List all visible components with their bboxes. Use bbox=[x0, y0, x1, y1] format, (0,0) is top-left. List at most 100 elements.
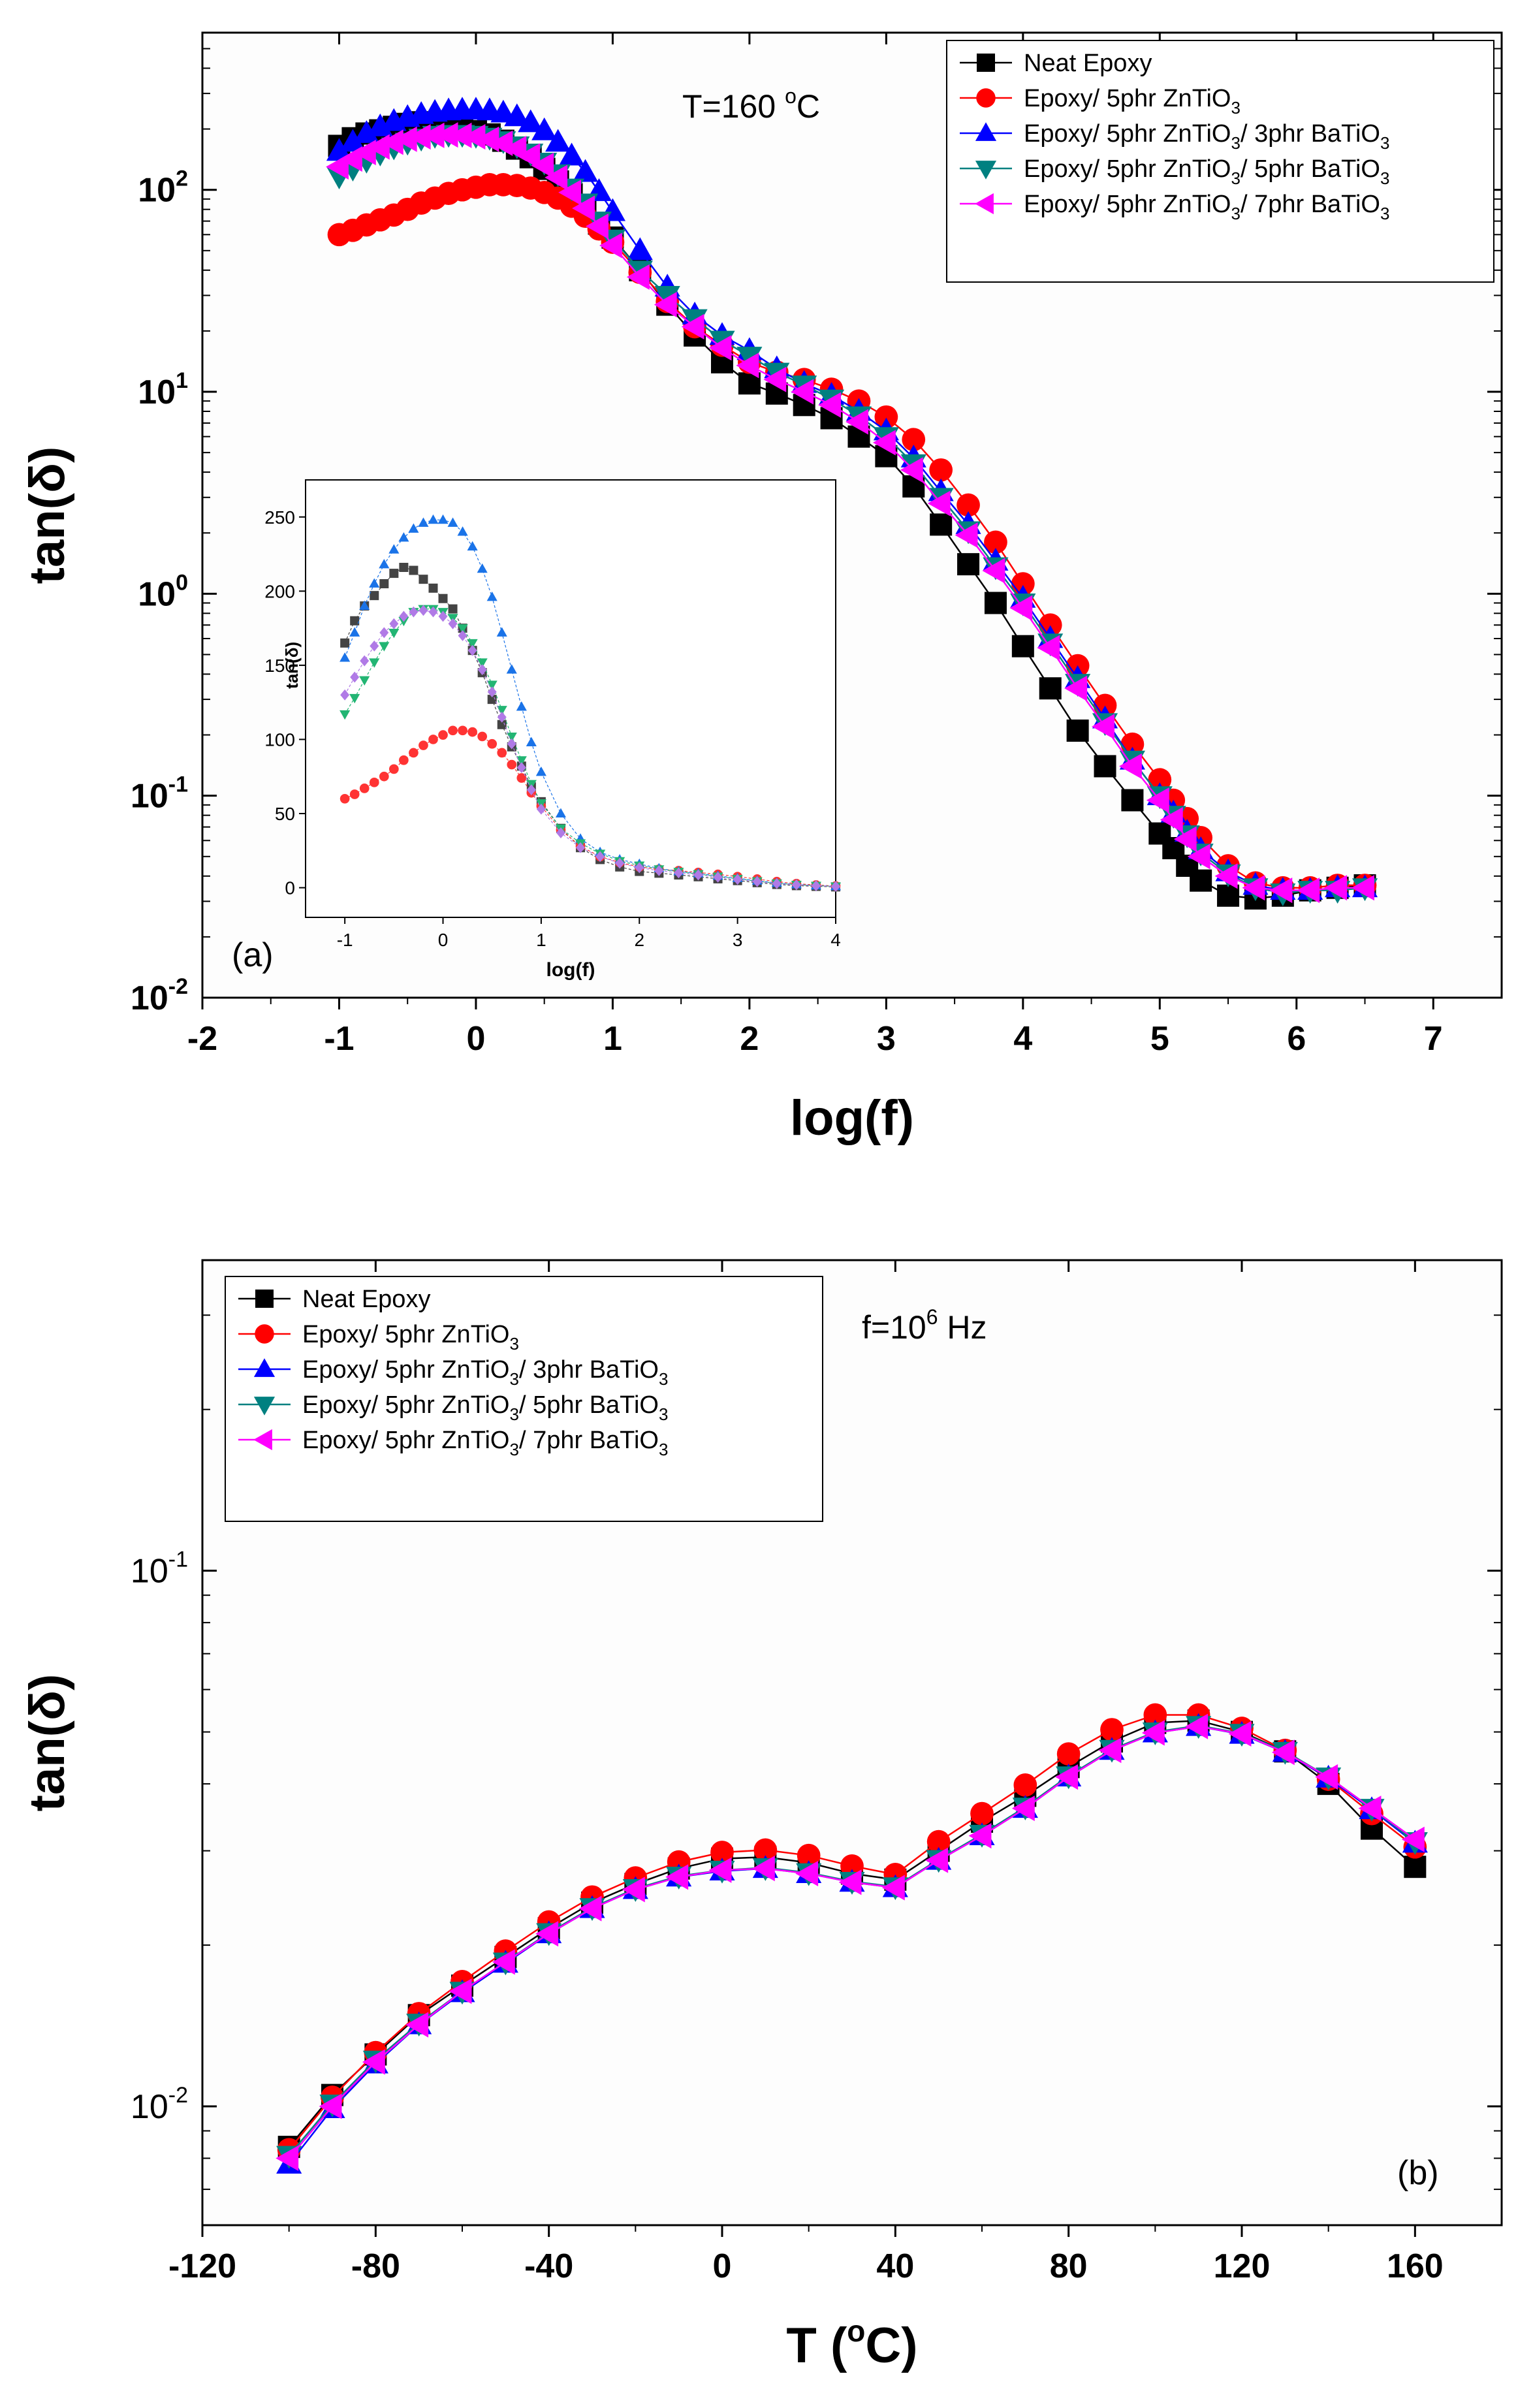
legend-text: Epoxy/ 5phr ZnTiO bbox=[302, 1391, 510, 1419]
data-point-zn5 bbox=[516, 756, 527, 766]
data-point-zn7 bbox=[681, 313, 704, 340]
y-tick-label: 102 bbox=[138, 166, 188, 210]
data-point-zn bbox=[710, 1841, 734, 1864]
data-point-zn7 bbox=[476, 126, 499, 152]
data-point-zn7 bbox=[419, 605, 428, 616]
x-tick-label: -1 bbox=[324, 1020, 354, 1058]
legend-text: / 7phr BaTiO bbox=[519, 1427, 659, 1454]
data-point-zn7 bbox=[536, 803, 546, 815]
data-point-zn7 bbox=[1242, 875, 1265, 901]
data-point-zn3 bbox=[340, 652, 351, 662]
data-point-neat bbox=[1121, 789, 1144, 812]
data-point-neat bbox=[1039, 677, 1062, 700]
data-point-zn3 bbox=[340, 129, 366, 152]
data-point-zn3 bbox=[627, 237, 653, 261]
data-point-zn7 bbox=[467, 644, 477, 656]
x-tick-label: 5 bbox=[1150, 1020, 1169, 1058]
data-point-zn7 bbox=[1146, 787, 1169, 814]
x-axis-title: T (oC) bbox=[786, 2314, 917, 2373]
data-point-zn7 bbox=[795, 1860, 819, 1887]
data-point-zn3 bbox=[408, 523, 419, 533]
data-point-zn7 bbox=[1055, 1764, 1079, 1790]
x-tick-label: 7 bbox=[1424, 1020, 1443, 1058]
data-point-zn7 bbox=[1401, 1826, 1425, 1852]
annotation-text: T=160 bbox=[682, 88, 785, 125]
data-point-neat bbox=[1190, 869, 1212, 892]
y-tick-exponent: 2 bbox=[176, 166, 188, 191]
x-axis-title-text: C) bbox=[865, 2318, 917, 2373]
legend-text: / 3phr BaTiO bbox=[1241, 120, 1380, 148]
data-point-zn7 bbox=[881, 1875, 905, 1901]
y-tick-exponent: -2 bbox=[168, 2083, 188, 2108]
legend-marker-zn5 bbox=[253, 1397, 276, 1416]
annotation-text: f=10 bbox=[862, 1309, 926, 1346]
data-point-zn7 bbox=[477, 664, 487, 676]
inset-x-tick-label: 4 bbox=[830, 930, 841, 950]
data-point-zn7 bbox=[846, 409, 868, 435]
data-point-zn bbox=[428, 735, 438, 744]
data-point-zn3 bbox=[516, 701, 527, 711]
y-tick-exponent: -1 bbox=[168, 1547, 188, 1572]
inset-y-tick-label: 50 bbox=[275, 804, 295, 824]
legend-subscript: 3 bbox=[510, 1440, 519, 1459]
data-point-zn bbox=[507, 759, 517, 770]
data-point-zn5 bbox=[477, 658, 488, 668]
data-point-zn7 bbox=[1098, 1737, 1122, 1764]
x-tick-label: -2 bbox=[187, 1020, 217, 1058]
y-tick-exponent: -1 bbox=[168, 772, 188, 797]
data-point-zn bbox=[477, 731, 488, 742]
data-point-zn bbox=[970, 1801, 994, 1826]
annotation-superscript: 6 bbox=[926, 1305, 938, 1329]
data-point-zn bbox=[874, 405, 898, 429]
data-point-zn bbox=[902, 428, 926, 452]
series-zn7 bbox=[340, 605, 840, 893]
data-point-zn7 bbox=[1160, 806, 1183, 833]
data-point-zn3 bbox=[467, 541, 478, 551]
data-point-zn bbox=[359, 784, 370, 793]
data-point-zn7 bbox=[421, 122, 445, 148]
data-point-zn7 bbox=[1271, 1739, 1295, 1766]
data-point-zn7 bbox=[492, 1949, 515, 1975]
legend-marker-zn3 bbox=[253, 1358, 276, 1377]
data-point-zn5 bbox=[496, 706, 507, 716]
data-point-zn7 bbox=[733, 874, 742, 885]
data-point-zn3 bbox=[457, 526, 468, 536]
data-point-zn7 bbox=[370, 640, 379, 652]
data-point-neat bbox=[957, 553, 980, 576]
legend-text: / 3phr BaTiO bbox=[519, 1356, 659, 1384]
data-point-zn7 bbox=[1187, 844, 1210, 870]
data-point-zn bbox=[438, 730, 448, 740]
chart-a: -2 -1 0 1 2 3 4 5 6 710210110010-110-2log(f)tan(δ… bbox=[20, 31, 1503, 1146]
legend-subscript: 3 bbox=[1380, 168, 1389, 188]
x-axis-title: log(f) bbox=[790, 1090, 914, 1146]
x-tick-label: 1 bbox=[603, 1020, 622, 1058]
y-tick-base: 10 bbox=[138, 373, 176, 411]
data-point-zn7 bbox=[693, 869, 703, 881]
data-point-zn7 bbox=[340, 689, 350, 701]
data-point-zn7 bbox=[1185, 1713, 1209, 1739]
data-point-zn5 bbox=[349, 693, 360, 704]
data-point-zn7 bbox=[1141, 1720, 1165, 1746]
panel-label-b: (b) bbox=[1397, 2154, 1439, 2192]
data-point-zn3 bbox=[559, 142, 585, 166]
data-point-zn bbox=[497, 748, 507, 758]
data-point-zn bbox=[926, 1830, 951, 1854]
data-point-zn7 bbox=[535, 1921, 559, 1947]
legend-marker-neat bbox=[255, 1290, 274, 1308]
data-point-zn3 bbox=[535, 767, 546, 776]
legend-subscript: 3 bbox=[1231, 168, 1241, 188]
legend-marker-zn3 bbox=[975, 122, 997, 141]
inset-x-tick-label: 2 bbox=[634, 930, 644, 950]
data-point-zn7 bbox=[1037, 635, 1060, 661]
legend-label-zn: Epoxy/ 5phr ZnTiO3 bbox=[302, 1321, 519, 1354]
legend-subscript: 3 bbox=[1231, 133, 1241, 153]
data-point-neat bbox=[984, 592, 1007, 614]
data-point-zn3 bbox=[359, 600, 370, 610]
legend-text: Epoxy/ 5phr ZnTiO bbox=[302, 1356, 510, 1384]
data-point-zn7 bbox=[497, 711, 507, 723]
data-point-zn3 bbox=[496, 627, 507, 637]
data-point-zn5 bbox=[388, 628, 400, 639]
data-point-zn5 bbox=[467, 639, 478, 649]
data-point-neat bbox=[419, 575, 428, 584]
legend-text: Neat Epoxy bbox=[1024, 50, 1152, 77]
